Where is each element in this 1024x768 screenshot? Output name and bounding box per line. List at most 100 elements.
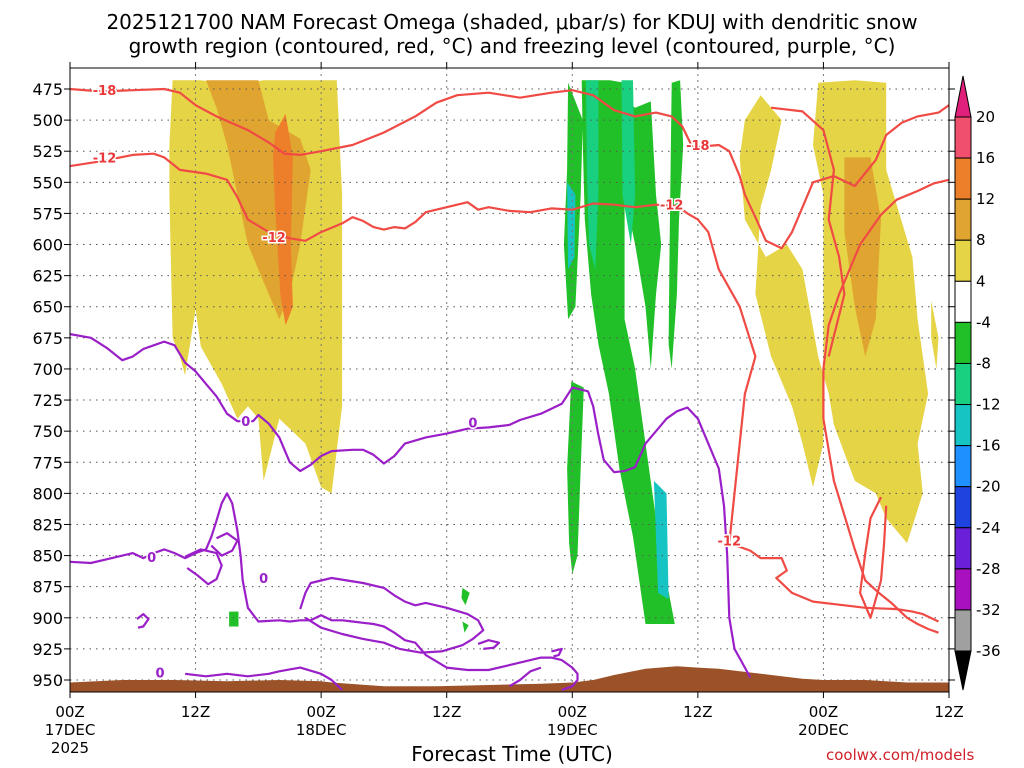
contour-label: -12 [660, 199, 684, 214]
colorbar-swatch [954, 445, 972, 488]
y-tick-label: 875 [32, 578, 63, 597]
y-tick-label: 625 [32, 267, 63, 286]
y-axis: 475 500 525 550 575 600 625 650 675 700 725 750 775 8… [32, 80, 955, 690]
x-tick-label: 00Z [558, 703, 587, 721]
colorbar-tick-label: -24 [976, 519, 1001, 537]
colorbar-tick-label: 4 [976, 272, 986, 290]
dendritic-contour-line [70, 152, 939, 623]
y-tick-label: 825 [32, 515, 63, 534]
contour-label: 0 [241, 415, 250, 430]
colorbar-swatch [954, 527, 972, 570]
y-tick-label: 525 [32, 142, 63, 161]
colorbar-tick-label: 12 [976, 190, 995, 208]
colorbar: 20 16 12 8 4 -4 -8 -12 -16 -20 -24 -28 -32 -36 [954, 75, 1001, 691]
colorbar-swatch [954, 280, 972, 323]
y-tick-label: 850 [32, 547, 63, 566]
y-tick-label: 900 [32, 609, 63, 628]
x-tick-label: 17DEC [45, 721, 96, 739]
terrain-fill [70, 666, 949, 692]
omega-region [585, 80, 599, 270]
source-credit[interactable]: coolwx.com/models [826, 746, 975, 764]
freezing-level-contour-line [551, 647, 563, 658]
colorbar-tick-label: -16 [976, 437, 1001, 455]
colorbar-tick-label: -28 [976, 560, 1001, 578]
colorbar-tick-label: 8 [976, 231, 986, 249]
omega-region [668, 80, 684, 369]
x-tick-label: 20DEC [798, 721, 849, 739]
y-tick-label: 650 [32, 298, 63, 317]
freezing-level-contour-line [70, 492, 579, 692]
y-tick-label: 775 [32, 453, 63, 472]
colorbar-swatch [954, 321, 972, 364]
freezing-level-contour-line [136, 613, 150, 629]
contour-label: -12 [93, 151, 117, 166]
y-tick-label: 800 [32, 484, 63, 503]
colorbar-swatch [954, 239, 972, 282]
contour-label: -18 [93, 84, 117, 99]
colorbar-tick-label: -20 [976, 478, 1001, 496]
y-tick-label: 950 [32, 671, 63, 690]
x-tick-label: 12Z [683, 703, 712, 721]
contour-label: 0 [155, 667, 164, 682]
colorbar-tick-label: -12 [976, 396, 1001, 414]
y-tick-label: 925 [32, 640, 63, 659]
freezing-level-contour-line [299, 576, 485, 654]
colorbar-tick-label: -32 [976, 601, 1001, 619]
colorbar-top-arrow [954, 75, 972, 118]
omega-region [567, 182, 576, 270]
y-tick-label: 575 [32, 204, 63, 223]
y-tick-label: 475 [32, 80, 63, 99]
colorbar-swatch [954, 198, 972, 241]
y-tick-label: 725 [32, 391, 63, 410]
x-tick-label: 00Z [306, 703, 335, 721]
freezing-level-contour-line [210, 532, 239, 557]
x-tick-label: 12Z [934, 703, 963, 721]
freezing-level-contour-line [70, 333, 752, 679]
omega-region [567, 381, 584, 575]
colorbar-swatch [954, 609, 972, 652]
dendritic-contour-line [770, 106, 846, 357]
x-tick-label: 00Z [809, 703, 838, 721]
colorbar-swatch [954, 568, 972, 611]
y-tick-label: 700 [32, 360, 63, 379]
chart-subtitle: growth region (contoured, red, °C) and f… [128, 34, 896, 58]
x-tick-label: 12Z [181, 703, 210, 721]
y-tick-label: 750 [32, 422, 63, 441]
plot-frame [69, 67, 950, 693]
colorbar-swatch [954, 157, 972, 200]
omega-region [462, 621, 469, 633]
y-tick-label: 675 [32, 329, 63, 348]
x-axis-title: Forecast Time (UTC) [411, 742, 613, 766]
x-tick-label: 18DEC [296, 721, 347, 739]
chart-title: 2025121700 NAM Forecast Omega (shaded, μ… [106, 10, 918, 34]
omega-region [653, 480, 669, 600]
omega-region [273, 113, 293, 326]
x-tick-label: 00Z [55, 703, 84, 721]
omega-region [581, 80, 675, 625]
colorbar-tick-label: -4 [976, 313, 991, 331]
x-tick-label: 12Z [432, 703, 461, 721]
contour-label: 0 [147, 551, 156, 566]
freezing-level-contour-line [508, 666, 542, 688]
colorbar-tick-label: -36 [976, 642, 1001, 660]
contour-label: 0 [259, 572, 268, 587]
terrain-layer [70, 666, 949, 692]
dendritic-contour-line [859, 496, 888, 619]
freezing-level-contour-line [184, 548, 223, 586]
contour-label: -18 [686, 139, 710, 154]
omega-region [461, 587, 470, 606]
freezing-level-contour-line [477, 639, 501, 650]
colorbar-swatch [954, 362, 972, 406]
colorbar-tick-label: 16 [976, 149, 995, 167]
contour-label: 0 [468, 416, 477, 431]
y-tick-label: 600 [32, 236, 63, 255]
contour-label: -12 [718, 535, 742, 550]
contour-lines [70, 87, 949, 692]
freezing-level-contour-line [184, 666, 343, 691]
omega-region [931, 300, 939, 369]
colorbar-tick-label: 20 [976, 108, 995, 126]
y-tick-label: 500 [32, 111, 63, 130]
contour-label: -12 [262, 231, 286, 246]
